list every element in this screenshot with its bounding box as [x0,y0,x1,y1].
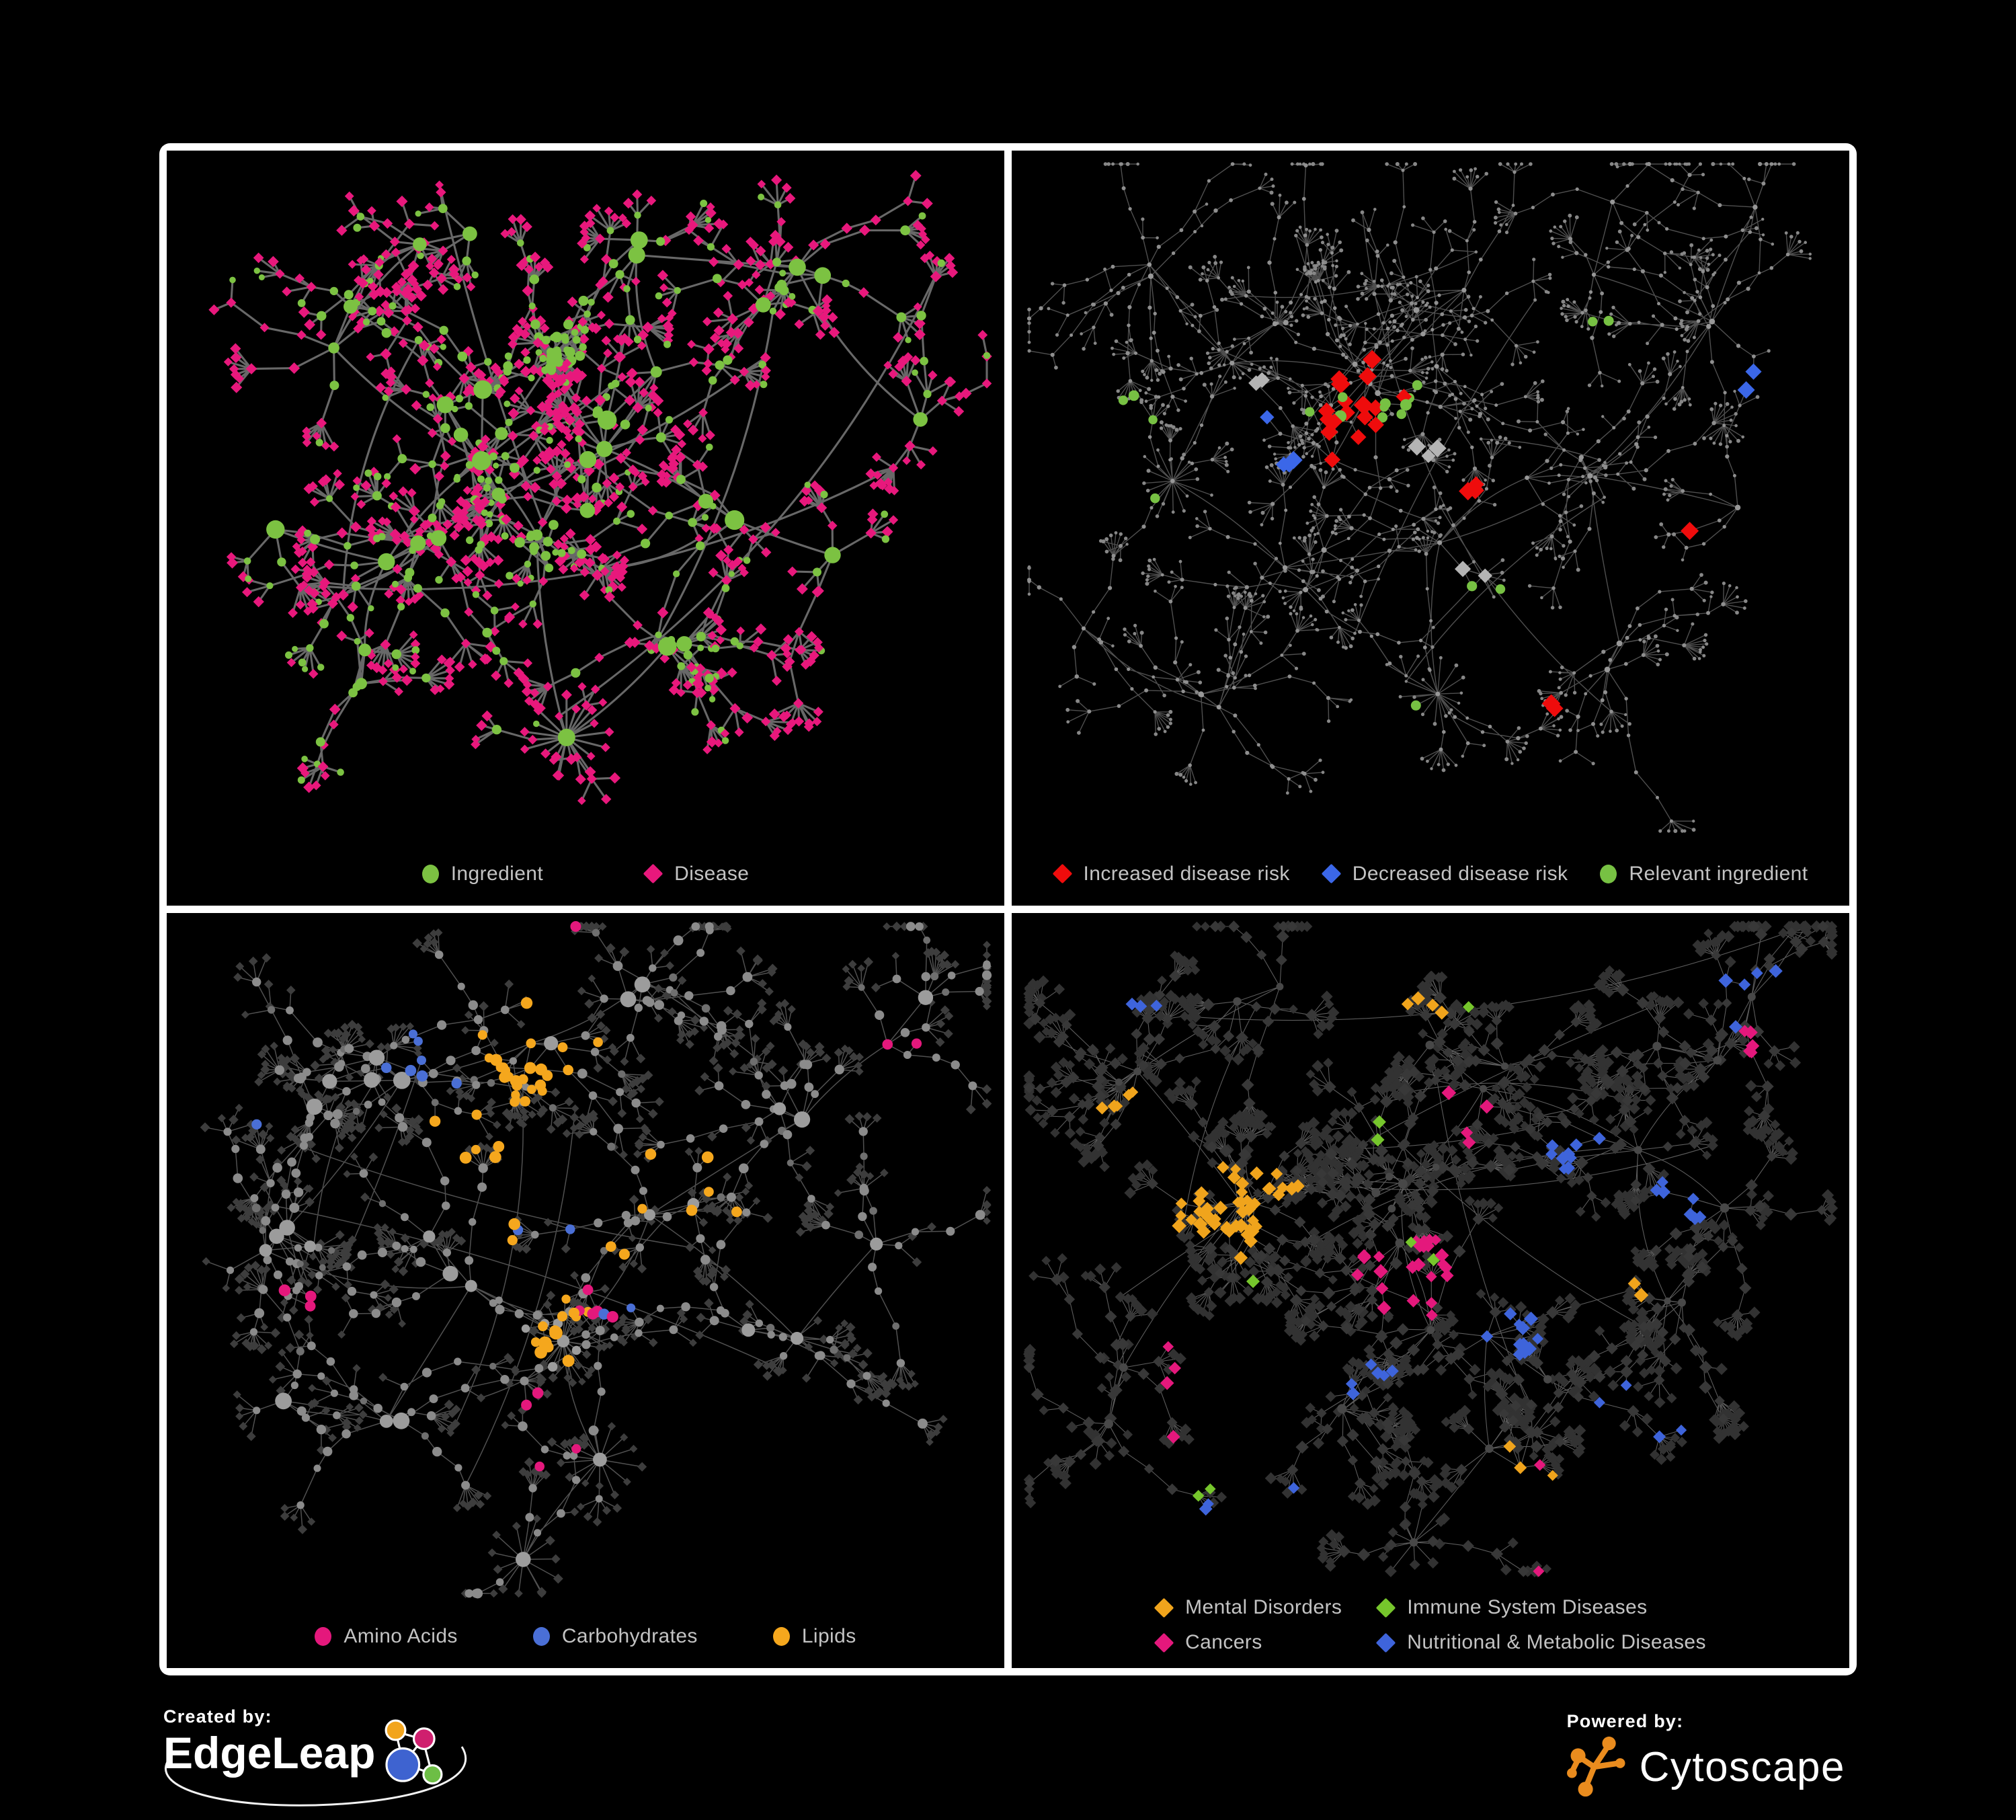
nodes-layer [200,921,992,1599]
legend-label: Lipids [801,1624,856,1647]
legend-item-ingredient: Ingredient [421,862,544,885]
panel-grid: Ingredient Disease Increased disease risk… [159,143,1857,1675]
edgeleap-node-magenta [413,1727,436,1750]
legend-item-mental-disorders: Mental Disorders [1154,1596,1342,1619]
legend-label: Ingredient [450,862,544,885]
legend-label: Mental Disorders [1185,1596,1342,1618]
panel-disease-risk-network: Increased disease risk Decreased disease … [1012,151,1849,906]
disease-class-network-svg [1022,920,1839,1578]
nodes-layer [1022,920,1839,1578]
legend-label: Nutritional & Metabolic Diseases [1407,1631,1706,1653]
legend-label: Disease [674,862,750,885]
edgeleap-wordmark: EdgeLeap [163,1728,376,1778]
cytoscape-wordmark: Cytoscape [1639,1743,1845,1790]
legend-item-cancers: Cancers [1154,1631,1342,1654]
legend-item-relevant-ingredient: Relevant ingredient [1600,863,1808,885]
ingredient-disease-network-svg [208,169,992,805]
edgeleap-node-green [422,1764,443,1785]
legend-label: Decreased disease risk [1352,862,1568,885]
ingredient-disease-legend: Ingredient Disease [167,842,1004,906]
legend-label: Increased disease risk [1083,862,1290,885]
legend-label: Carbohydrates [561,1624,698,1647]
legend-label: Amino Acids [344,1624,458,1647]
compound-class-legend: Amino Acids Carbohydrates Lipids [167,1604,1004,1668]
edges-layer [1029,163,1811,832]
mental-disorders-diamond-marker [1154,1597,1174,1618]
compound-class-network-svg [200,921,992,1599]
carbohydrates-circle-marker [532,1626,550,1646]
legend-item-disease: Disease [643,862,750,885]
lipids-circle-marker [772,1626,790,1646]
amino-acids-circle-marker [315,1626,332,1646]
disease-class-legend: Mental Disorders Immune System Diseases Ca… [1012,1582,1849,1668]
nodes-layer [208,169,992,805]
cytoscape-logo-icon [1566,1736,1625,1797]
panel-disease-class-network: Mental Disorders Immune System Diseases Ca… [1012,913,1849,1668]
increased-disease-risk-diamond-marker [1052,863,1072,884]
legend-item-lipids: Lipids [772,1624,856,1648]
decreased-disease-risk-diamond-marker [1321,863,1342,884]
legend-item-increased-disease-risk: Increased disease risk [1052,862,1290,885]
cytoscape-logo-row: Cytoscape [1566,1736,1845,1798]
edgeleap-branding: Created by: EdgeLeap [163,1706,467,1807]
legend-label: Immune System Diseases [1407,1596,1648,1618]
relevant-ingredient-circle-marker [1600,864,1617,883]
immune-system-diseases-diamond-marker [1375,1597,1396,1618]
disease-risk-legend: Increased disease risk Decreased disease … [1012,842,1849,906]
nutritional-metabolic-diseases-diamond-marker [1375,1632,1396,1653]
legend-item-carbohydrates: Carbohydrates [532,1624,698,1648]
legend-item-amino-acids: Amino Acids [315,1625,457,1648]
panel-ingredient-disease-network: Ingredient Disease [167,151,1004,906]
legend-label: Cancers [1185,1631,1262,1653]
edgeleap-node-orange [385,1719,407,1741]
edgeleap-swoosh-icon [165,1746,467,1807]
ingredient-circle-marker [421,864,439,883]
disease-risk-network-svg [1026,161,1812,833]
created-by-label: Created by: [163,1706,272,1727]
cancers-diamond-marker [1154,1632,1174,1653]
cytoscape-branding: Powered by: Cytoscape [1566,1711,1845,1798]
legend-item-immune-system-diseases: Immune System Diseases [1375,1596,1706,1619]
legend-label: Relevant ingredient [1629,862,1808,885]
legend-item-decreased-disease-risk: Decreased disease risk [1321,862,1568,885]
nodes-layer [1026,161,1812,833]
powered-by-label: Powered by: [1566,1711,1684,1731]
edgeleap-node-blue [385,1747,421,1782]
edgeleap-logo-row: EdgeLeap [163,1719,453,1800]
edgeleap-logo-icon [385,1719,443,1785]
disease-diamond-marker [643,863,663,884]
legend-item-nutritional-metabolic-diseases: Nutritional & Metabolic Diseases [1375,1631,1706,1654]
panel-compound-class-network: Amino Acids Carbohydrates Lipids [167,913,1004,1668]
